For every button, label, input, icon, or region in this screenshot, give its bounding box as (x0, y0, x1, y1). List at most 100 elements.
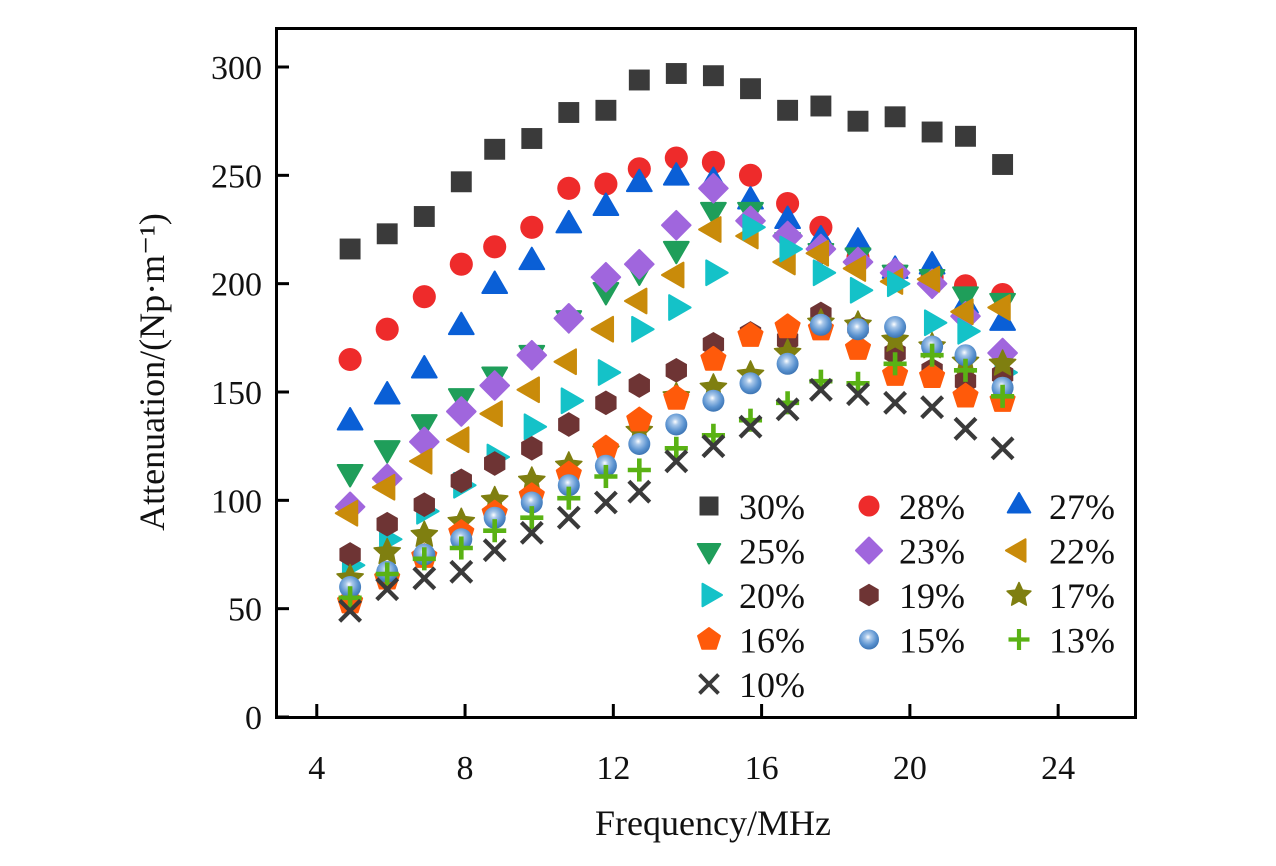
data-point (594, 172, 618, 196)
data-point (923, 309, 948, 337)
data-point (449, 252, 473, 276)
data-point (698, 173, 729, 204)
legend-label: 10% (739, 665, 805, 705)
data-point (626, 406, 653, 432)
data-point (668, 294, 692, 321)
data-point (413, 206, 435, 227)
data-point (662, 162, 690, 186)
data-point (627, 479, 652, 504)
data-point (992, 154, 1014, 175)
data-point (412, 547, 436, 571)
data-point (449, 559, 474, 584)
data-point (884, 316, 907, 338)
data-point (776, 191, 800, 216)
legend-marker (697, 627, 721, 650)
legend-marker (1005, 538, 1027, 563)
legend-marker (699, 496, 719, 516)
legend-label: 15% (899, 621, 965, 661)
legend: 30% 28% 27% 25% 23% 22% 20% 19% 17% 16% 15% 13% 10% (696, 487, 1115, 705)
y-tick-label: 200 (211, 267, 262, 304)
data-point (847, 318, 869, 341)
data-point (920, 343, 944, 367)
data-point (953, 416, 978, 441)
data-point (413, 492, 435, 518)
y-tick-label: 50 (228, 592, 262, 629)
legend-label: 20% (739, 576, 805, 616)
data-point (950, 298, 974, 326)
data-point (776, 352, 799, 375)
data-point (590, 261, 622, 293)
data-point (701, 150, 725, 174)
data-point (665, 63, 687, 84)
legend-label: 19% (899, 576, 965, 616)
data-point (701, 434, 726, 459)
data-point (371, 473, 396, 501)
legend-item: 27% (1006, 487, 1115, 527)
legend-marker (859, 583, 879, 607)
legend-marker (696, 543, 722, 565)
data-point (623, 287, 648, 315)
y-axis: 0 50 100 150 200 250 300 (211, 50, 289, 737)
data-point (450, 468, 472, 494)
x-tick-label: 24 (1041, 750, 1075, 787)
data-point (844, 335, 872, 360)
data-point (775, 397, 800, 422)
data-point (481, 270, 509, 294)
data-point (660, 209, 692, 241)
data-point (521, 435, 543, 461)
legend-label: 27% (1049, 487, 1115, 527)
legend-item: 25% (696, 532, 805, 572)
legend-label: 22% (1049, 532, 1115, 572)
data-point (664, 449, 689, 474)
data-point (375, 317, 399, 341)
data-point (847, 110, 869, 132)
data-point (846, 371, 870, 395)
data-point (809, 313, 832, 336)
x-tick-label: 12 (596, 750, 630, 787)
y-axis-title: Attenuation/(Np·m⁻¹) (132, 213, 172, 531)
data-point (336, 406, 364, 431)
data-point (952, 382, 979, 408)
data-point (560, 387, 585, 415)
legend-item: 22% (1005, 532, 1115, 572)
legend-marker (701, 582, 723, 608)
data-point (484, 138, 506, 160)
data-point (484, 451, 506, 476)
legend-label: 16% (739, 621, 805, 661)
data-point (631, 315, 655, 343)
data-point (884, 106, 906, 128)
series-30pct (339, 63, 1014, 260)
data-point (810, 95, 832, 117)
data-point (774, 313, 801, 339)
data-point (623, 248, 655, 280)
data-point (738, 163, 763, 187)
x-tick-label: 20 (893, 750, 927, 787)
data-point (479, 400, 503, 428)
data-point (737, 322, 764, 347)
data-point (705, 259, 729, 287)
legend-label: 25% (739, 532, 805, 572)
legend-item: 17% (1006, 576, 1115, 616)
legend-item: 19% (859, 576, 965, 616)
plot-frame (275, 27, 1137, 719)
data-point (375, 577, 400, 602)
data-point (518, 246, 546, 271)
data-point (339, 238, 361, 260)
data-point (625, 168, 653, 193)
data-point (698, 216, 722, 243)
data-point (701, 423, 725, 447)
data-point (954, 344, 977, 367)
data-point (812, 259, 837, 287)
legend-item: 10% (698, 665, 805, 705)
legend-label: 23% (899, 532, 965, 572)
data-point (702, 389, 725, 412)
data-point (742, 213, 766, 241)
data-point (952, 286, 979, 310)
x-tick-label: 8 (457, 750, 474, 787)
data-point (373, 440, 401, 464)
legend-label: 17% (1049, 576, 1115, 616)
data-point (412, 566, 437, 591)
data-point (663, 384, 690, 410)
legend-marker (859, 629, 879, 650)
